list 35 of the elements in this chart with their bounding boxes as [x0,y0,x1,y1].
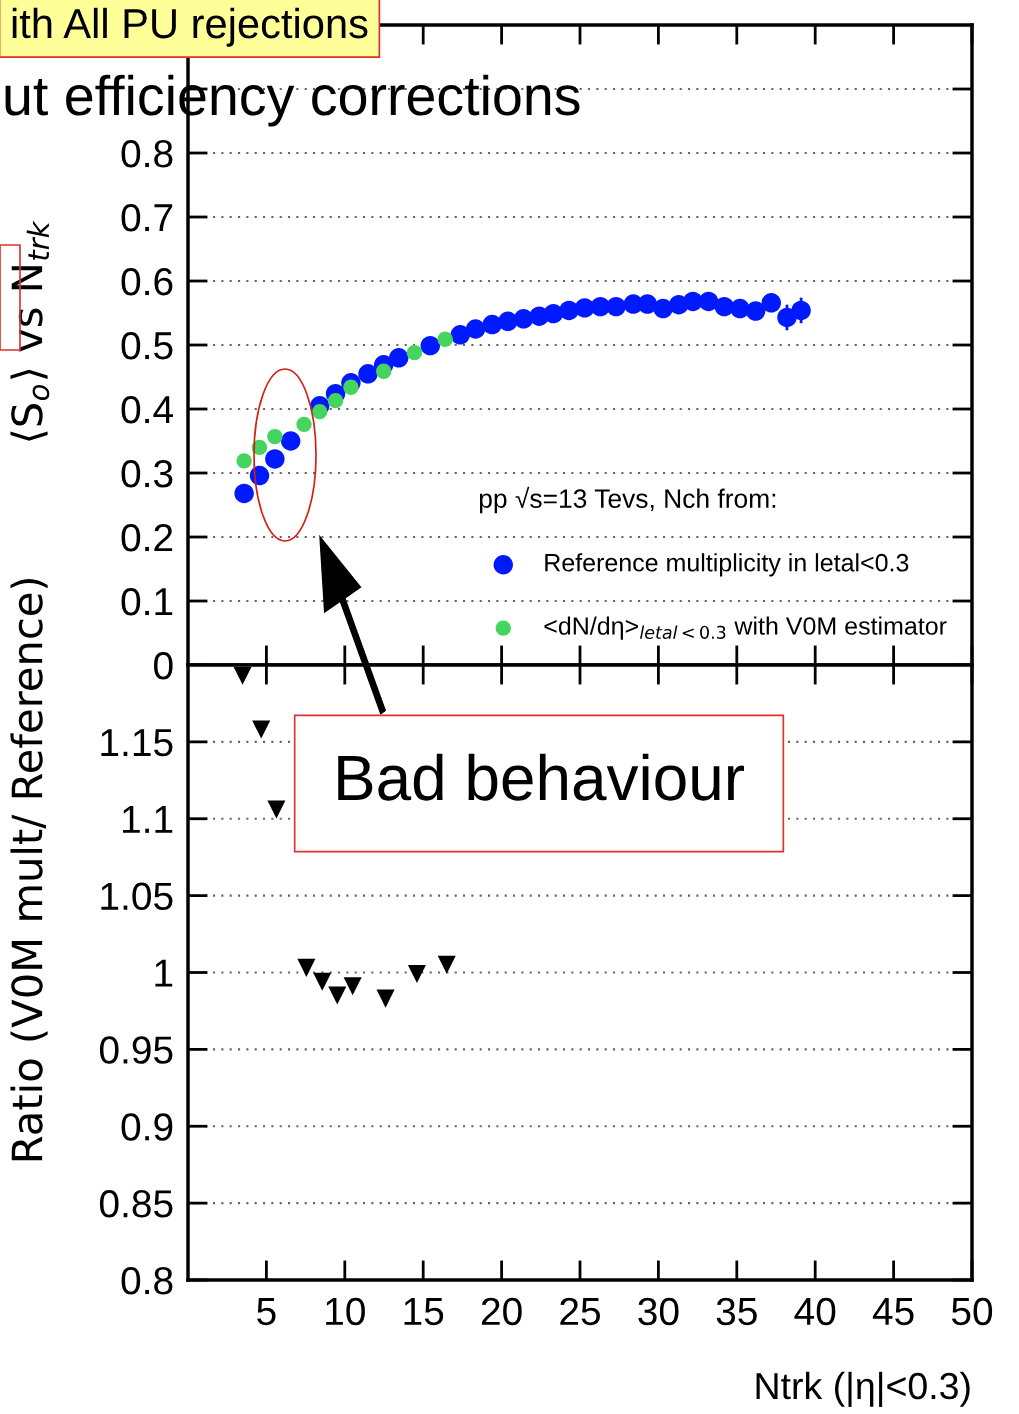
x-tick-label: 10 [326,1297,365,1326]
y-tick-label: 0.1 [121,587,173,616]
annotation: Bad behaviour [338,753,744,801]
y-tick-label: 0.95 [99,1036,173,1064]
x-tick-label: 35 [716,1297,757,1326]
x-tick-label: 45 [872,1298,914,1326]
y-tick-label: 0.4 [121,395,173,424]
y-tick-label: 0.8 [121,1266,173,1295]
y-tick-label: 0.3 [121,459,173,488]
legend-label: <dN/dη>$_{letal<0.3}$ with V0M estimator [544,616,947,640]
x-tick-label: 30 [638,1297,679,1326]
x-tick-label: 40 [794,1297,836,1326]
y-tick-label: 0.8 [121,139,173,168]
x-tick-label: 25 [560,1297,600,1326]
y-tick-label: 1.1 [123,806,173,833]
y-tick-label: 0.5 [121,331,173,360]
y-tick-label: 1.05 [101,882,173,911]
y-tick-label: 1.15 [101,729,173,757]
legend-title: pp √s=13 Tevs, Nch from: [479,486,776,514]
y-axis-title: ⟨S$_{o}$⟩ vs N$_{trk}$ [10,220,50,441]
x-tick-label: 50 [951,1297,993,1326]
x-axis-title: Ntrk (|η|<0.3) [756,1371,970,1407]
y-tick-label: 0.85 [99,1190,173,1218]
y-tick-label: 0.9 [121,1113,173,1141]
x-tick-label: 20 [481,1297,522,1326]
y-tick-label: 1 [155,959,173,987]
x-tick-label: 15 [404,1298,444,1326]
y-tick-label: 0 [154,651,173,680]
x-tick-label: 5 [257,1298,276,1326]
y-tick-label: 0.2 [121,523,173,552]
y-tick-label: 0.6 [121,267,173,296]
y-axis-title: Ratio (V0M mult/ Reference) [10,578,48,1161]
annotation: ith All PU rejections [12,7,368,47]
y-tick-label: 0.7 [121,203,173,232]
legend-label: Reference multiplicity in letal<0.3 [545,553,909,577]
